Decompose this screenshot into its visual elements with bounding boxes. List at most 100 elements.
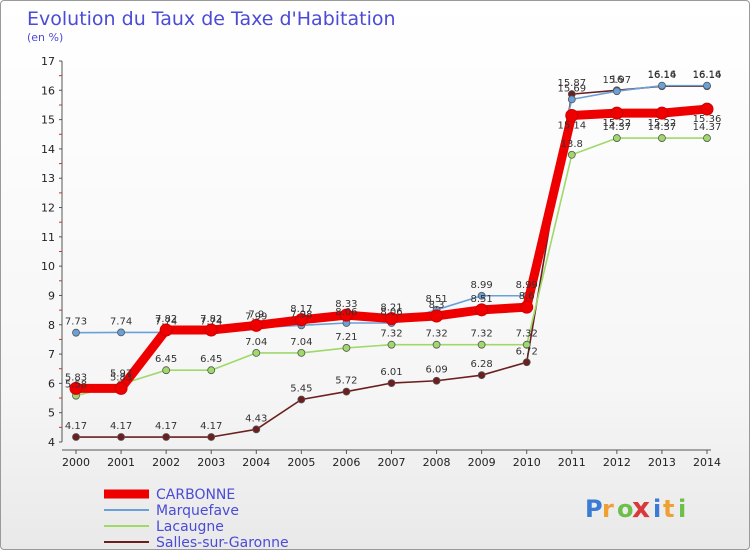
data-label: 14.37: [603, 122, 632, 133]
data-label: 6.45: [155, 354, 177, 365]
legend-label: CARBONNE: [156, 487, 235, 503]
y-tick-label: 13: [41, 172, 55, 185]
data-point: [159, 323, 173, 337]
data-label: 15.14: [557, 121, 586, 132]
data-label: 7.32: [471, 329, 493, 340]
logo-letter: i: [678, 495, 686, 523]
data-label: 16.16: [648, 70, 677, 81]
data-point: [430, 309, 444, 323]
logo-letter: r: [602, 495, 614, 523]
data-label: 15.69: [557, 83, 586, 94]
y-tick-label: 5: [48, 407, 55, 420]
data-point: [117, 328, 125, 337]
data-label: 7.98: [290, 309, 312, 320]
y-tick-label: 8: [48, 319, 55, 332]
data-point: [655, 106, 669, 120]
data-label: 7.9: [248, 309, 264, 320]
series-layer: 5.83 5.837.82 7.82 7.98.17 8.33 8.21 8.38.51 8.…: [65, 70, 721, 441]
data-point: [72, 433, 80, 441]
data-label: 5.72: [335, 376, 357, 387]
data-point: [339, 308, 353, 322]
data-label: 7.32: [425, 329, 447, 340]
data-point: [162, 366, 171, 375]
data-label: 4.43: [245, 413, 267, 424]
data-label: 15.87: [557, 78, 586, 89]
data-label: 8.06: [335, 307, 357, 318]
data-label: 7.21: [335, 332, 357, 343]
data-label: 7.04: [290, 337, 312, 348]
data-point: [520, 300, 534, 314]
data-label: 16: [610, 74, 623, 85]
data-point: [249, 318, 263, 332]
data-label: 8.99: [471, 280, 493, 291]
data-point: [69, 381, 83, 395]
data-point: [567, 95, 576, 104]
data-label: 8.51: [471, 294, 493, 305]
x-tick-label: 2009: [468, 456, 496, 469]
data-point: [522, 358, 531, 367]
data-label: 7.74: [110, 316, 132, 327]
data-label: 5.58: [65, 380, 87, 391]
data-label: 5.45: [290, 384, 312, 395]
data-label: 7.73: [65, 317, 87, 328]
data-point: [658, 81, 666, 90]
data-label: 8.33: [335, 299, 357, 310]
y-tick-label: 15: [41, 114, 55, 127]
axes: 4 5 6 7 8 9 10 11 12 13 14 15 16 17 2000 2001 2002 2003 20…: [41, 55, 721, 469]
data-point: [297, 349, 306, 357]
data-point: [565, 109, 579, 123]
data-label: 8.99: [516, 280, 538, 291]
data-label: 6.01: [380, 367, 402, 378]
data-label: 4.17: [155, 421, 177, 432]
x-tick-label: 2012: [603, 456, 631, 469]
data-label: 16.14: [648, 70, 677, 81]
data-label: 7.74: [200, 316, 222, 327]
data-point: [72, 328, 80, 337]
data-label: 14.37: [648, 122, 677, 133]
data-point: [477, 291, 486, 300]
legend: CARBONNEMarquefaveLacaugneSalles-sur-Gar…: [104, 487, 289, 549]
data-point: [612, 134, 621, 142]
data-label: 16.14: [693, 70, 722, 81]
y-tick-label: 9: [48, 289, 55, 302]
x-tick-label: 2002: [152, 456, 180, 469]
data-label: 15.36: [693, 114, 722, 125]
data-label: 8.51: [425, 294, 447, 305]
data-label: 5.97: [110, 368, 132, 379]
x-tick-label: 2007: [378, 456, 406, 469]
data-label: 6.09: [425, 365, 447, 376]
data-point: [612, 87, 621, 96]
logo-letter: t: [663, 495, 674, 523]
data-label: 15.97: [603, 75, 632, 86]
x-tick-label: 2011: [558, 456, 586, 469]
y-tick-label: 11: [41, 231, 55, 244]
data-point: [477, 340, 486, 349]
data-label: 7.74: [155, 316, 177, 327]
logo-letter: x: [632, 491, 650, 524]
chart-title: Evolution du Taux de Taxe d'Habitation: [27, 8, 396, 30]
legend-label: Marquefave: [156, 503, 239, 519]
data-label: 6.72: [516, 346, 538, 357]
legend-label: Lacaugne: [156, 519, 224, 535]
x-tick-label: 2000: [62, 456, 90, 469]
series-carbonne: [69, 102, 714, 395]
data-point: [658, 134, 666, 142]
data-point: [207, 433, 216, 441]
data-point: [475, 303, 489, 317]
y-tick-label: 6: [48, 377, 55, 390]
data-label: 4.17: [65, 421, 87, 432]
data-point: [703, 81, 711, 90]
y-tick-label: 4: [48, 436, 55, 449]
data-label: 8.3: [429, 300, 445, 311]
data-label: 8.17: [290, 304, 312, 315]
x-tick-label: 2013: [648, 456, 676, 469]
data-label: 4.17: [200, 421, 222, 432]
data-label: 7.82: [200, 314, 222, 325]
data-label: 7.32: [380, 329, 402, 340]
data-label: 7.04: [245, 337, 267, 348]
y-tick-label: 7: [48, 348, 55, 361]
data-point: [342, 344, 351, 352]
